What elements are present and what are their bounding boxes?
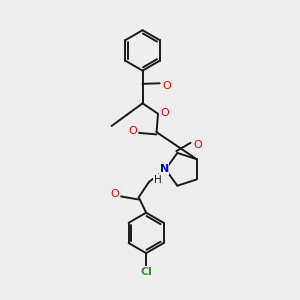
Text: O: O xyxy=(194,140,203,150)
Text: O: O xyxy=(162,80,171,91)
Text: H: H xyxy=(154,175,161,185)
Text: N: N xyxy=(160,164,169,174)
Text: O: O xyxy=(128,126,137,136)
Text: O: O xyxy=(110,189,119,199)
Text: Cl: Cl xyxy=(140,267,152,277)
Text: O: O xyxy=(160,108,169,118)
